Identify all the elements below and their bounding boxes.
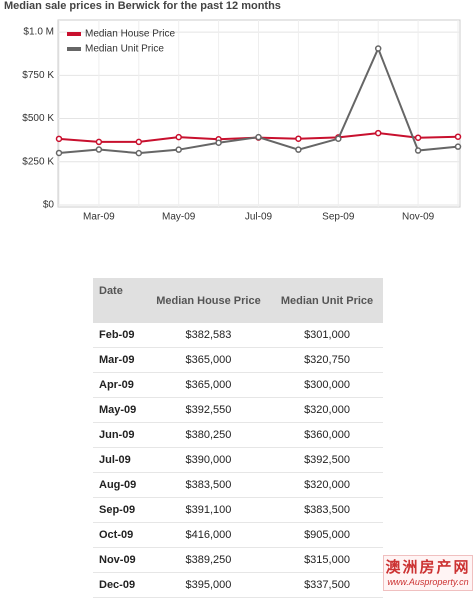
data-point (295, 146, 302, 153)
data-point (95, 138, 103, 146)
column-header: Median Unit Price (271, 278, 383, 323)
watermark: 澳洲房产网 www.Ausproperty.cn (383, 555, 473, 591)
table-cell: $391,100 (145, 497, 272, 523)
x-tick-label: Nov-09 (402, 212, 435, 223)
table-cell: Sep-09 (93, 497, 146, 523)
column-header: Date (93, 278, 146, 323)
data-point (135, 138, 143, 146)
table-cell: Apr-09 (93, 372, 146, 398)
data-point (215, 139, 222, 147)
table-row: Jul-09 $390,000 $392,500 (93, 447, 383, 473)
table-row: Feb-09 $382,583 $301,000 (93, 323, 383, 348)
legend-label: Median Unit Price (85, 44, 164, 55)
header-row: Date Median House Price Median Unit Price (93, 278, 383, 323)
data-point (175, 133, 182, 141)
data-point (374, 129, 382, 137)
table-cell: $337,500 (271, 572, 383, 598)
table-cell: Aug-09 (93, 472, 146, 498)
data-point (175, 146, 182, 153)
table-cell: $365,000 (145, 372, 272, 398)
x-tick-label: May-09 (162, 212, 196, 223)
watermark-url: www.Ausproperty.cn (387, 577, 469, 587)
table-cell: Dec-09 (93, 572, 146, 598)
table-cell: $383,500 (145, 472, 272, 498)
y-tick-label: $750 K (22, 70, 54, 81)
y-tick-label: $250 K (22, 156, 54, 167)
table-cell: $301,000 (271, 323, 383, 348)
table-cell: $392,550 (145, 397, 272, 423)
table-cell: Mar-09 (93, 347, 146, 373)
table-cell: $365,000 (145, 347, 272, 373)
watermark-name: 澳洲房产网 (385, 559, 471, 576)
table-cell: Nov-09 (93, 547, 146, 573)
data-point (454, 133, 462, 140)
data-point (414, 147, 422, 154)
table-cell: $383,500 (271, 497, 383, 523)
table-cell: Jun-09 (93, 422, 146, 448)
x-tick-label: Mar-09 (83, 212, 115, 223)
data-point (255, 133, 262, 141)
table-cell: $416,000 (145, 522, 272, 548)
data-point (55, 135, 63, 143)
table-cell: $395,000 (145, 572, 272, 598)
table-row: Mar-09 $365,000 $320,750 (93, 347, 383, 373)
table-row: Aug-09 $383,500 $320,000 (93, 472, 383, 498)
table-row: Oct-09 $416,000 $905,000 (93, 522, 383, 548)
y-tick-label: $1.0 M (23, 27, 54, 38)
table-row: Sep-09 $391,100 $383,500 (93, 497, 383, 523)
legend-label: Median House Price (85, 29, 175, 40)
data-point (135, 149, 143, 157)
table-cell: $905,000 (271, 522, 383, 548)
data-point (55, 149, 63, 157)
y-tick-label: $0 (43, 200, 55, 211)
data-point (454, 143, 462, 150)
legend-swatch (67, 32, 81, 36)
table-cell: Jul-09 (93, 447, 146, 473)
column-header: Median House Price (145, 278, 272, 323)
table-row: Jun-09 $380,250 $360,000 (93, 422, 383, 448)
chart-title: Median sale prices in Berwick for the pa… (4, 0, 281, 12)
chart: Median sale prices in Berwick for the pa… (4, 0, 462, 223)
table-cell: $315,000 (271, 547, 383, 573)
legend-swatch (67, 47, 81, 51)
table-cell: $380,250 (145, 422, 272, 448)
table-cell: $320,750 (271, 347, 383, 373)
table-cell: Oct-09 (93, 522, 146, 548)
table-cell: $382,583 (145, 323, 272, 348)
data-point (295, 135, 302, 142)
price-table: Date Median House Price Median Unit Price F… (93, 278, 383, 598)
table-cell: $360,000 (271, 422, 383, 448)
table-row: Nov-09 $389,250 $315,000 (93, 547, 383, 573)
y-tick-label: $500 K (22, 113, 54, 124)
table-cell: $390,000 (145, 447, 272, 473)
table-row: May-09 $392,550 $320,000 (93, 397, 383, 423)
table-cell: Feb-09 (93, 323, 146, 348)
table-row: Dec-09 $395,000 $337,500 (93, 572, 383, 598)
x-tick-label: Jul-09 (245, 212, 273, 223)
data-point (374, 45, 382, 52)
table-cell: $320,000 (271, 397, 383, 423)
data-point (335, 135, 342, 142)
table-cell: $300,000 (271, 372, 383, 398)
table-cell: May-09 (93, 397, 146, 423)
table-cell: $320,000 (271, 472, 383, 498)
data-point (95, 146, 103, 153)
data-point (414, 134, 422, 141)
table-row: Apr-09 $365,000 $300,000 (93, 372, 383, 398)
table-cell: $389,250 (145, 547, 272, 573)
table-cell: $392,500 (271, 447, 383, 473)
x-tick-label: Sep-09 (322, 212, 355, 223)
